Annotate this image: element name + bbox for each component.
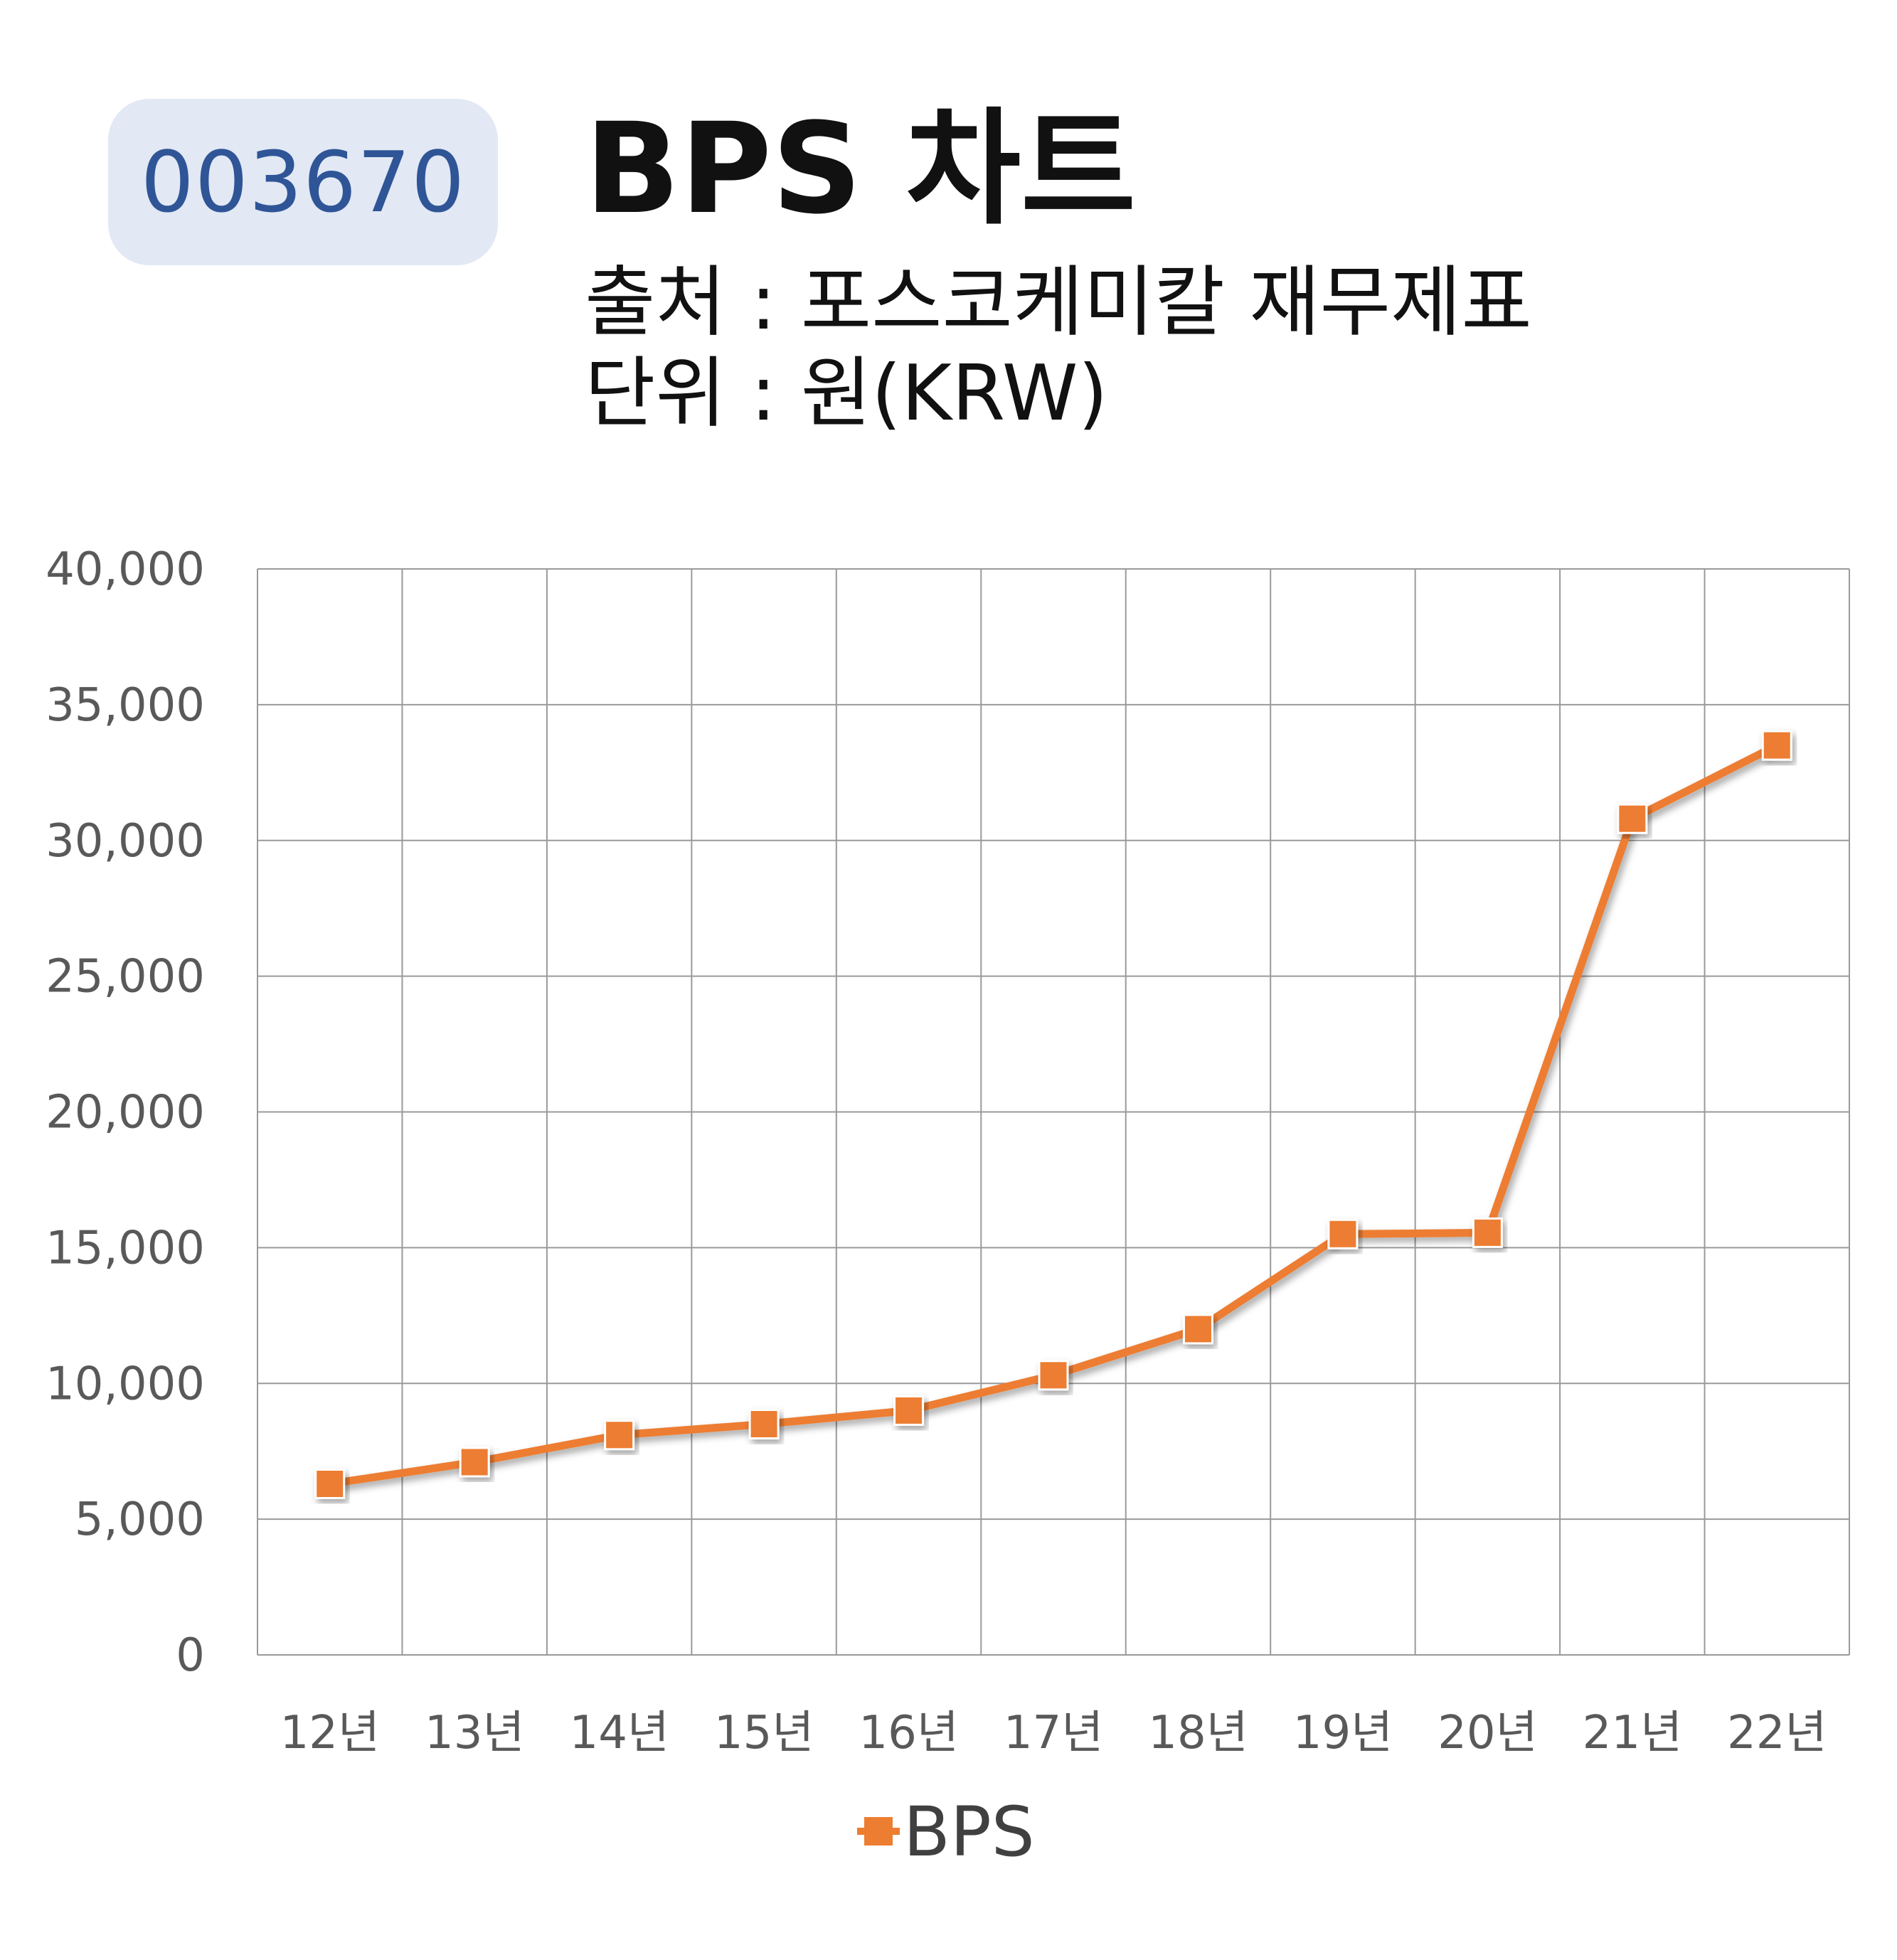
x-tick-label: 18년 [1148, 1707, 1248, 1759]
legend-label: BPS [903, 1792, 1035, 1872]
legend: BPS [857, 1792, 1035, 1872]
y-tick-label: 10,000 [46, 1358, 205, 1410]
stock-code: 003670 [140, 133, 466, 231]
x-tick-label: 14년 [569, 1707, 669, 1759]
x-axis-ticks: 12년 13년 14년 15년 16년 17년 18년 19년 20년 21년 22년 [280, 1707, 1827, 1759]
x-tick-label: 15년 [714, 1707, 814, 1759]
data-point-marker [1327, 1218, 1359, 1250]
stock-code-badge: 003670 [108, 99, 498, 265]
y-tick-label: 30,000 [46, 815, 205, 868]
data-point-marker [1761, 730, 1792, 761]
x-tick-label: 13년 [425, 1707, 524, 1759]
y-tick-label: 20,000 [46, 1087, 205, 1139]
data-point-marker [604, 1420, 635, 1451]
data-point-marker [1182, 1314, 1213, 1345]
y-tick-label: 0 [176, 1629, 205, 1682]
data-point-marker [748, 1409, 780, 1440]
y-tick-label: 40,000 [46, 543, 205, 596]
chart-title: BPS 차트 [585, 96, 1137, 242]
data-point-marker [1472, 1217, 1503, 1248]
data-point-marker [1038, 1360, 1069, 1391]
x-tick-label: 17년 [1004, 1707, 1103, 1759]
series-bps [314, 730, 1792, 1499]
x-tick-label: 19년 [1293, 1707, 1393, 1759]
data-point-marker [893, 1395, 925, 1426]
unit-line: 단위 : 원(KRW) [585, 349, 1108, 438]
grid [257, 568, 1850, 1656]
data-point-marker [314, 1468, 346, 1499]
x-tick-label: 21년 [1583, 1707, 1682, 1759]
x-tick-label: 22년 [1727, 1707, 1827, 1759]
data-point-marker [1617, 803, 1648, 834]
source-line: 출처 : 포스코케미칼 재무제표 [585, 258, 1532, 347]
legend-marker [864, 1817, 893, 1846]
x-tick-label: 20년 [1438, 1707, 1537, 1759]
x-tick-label: 12년 [280, 1707, 380, 1759]
y-tick-label: 25,000 [46, 951, 205, 1003]
y-tick-label: 15,000 [46, 1222, 205, 1274]
x-tick-label: 16년 [859, 1707, 958, 1759]
y-axis-ticks: 0 5,000 10,000 15,000 20,000 25,000 30,000 35,0… [46, 543, 205, 1682]
data-point-marker [459, 1447, 490, 1478]
y-tick-label: 35,000 [46, 679, 205, 732]
y-tick-label: 5,000 [75, 1493, 205, 1546]
